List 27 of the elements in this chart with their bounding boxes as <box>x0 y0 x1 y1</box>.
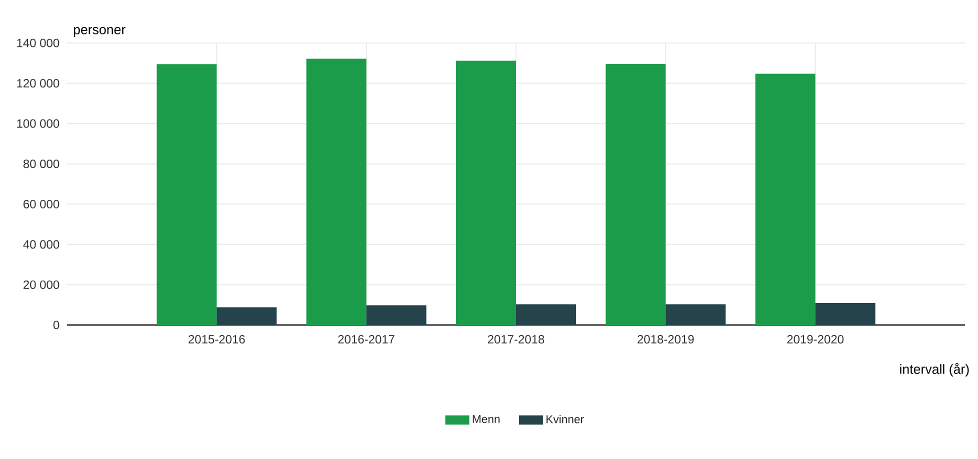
bar <box>516 304 576 325</box>
y-tick-label: 60 000 <box>24 200 60 208</box>
x-tick-label: 2019-2020 <box>787 335 844 344</box>
bar <box>216 307 277 325</box>
legend-label: Kvinner <box>546 414 584 424</box>
legend-label: Menn <box>472 415 500 424</box>
bar <box>366 305 426 325</box>
y-tick-label: 100 000 <box>17 119 60 128</box>
x-tick-label: 2017-2018 <box>488 335 544 344</box>
x-tick-label: 2018-2019 <box>638 335 694 344</box>
y-tick-label: 40 000 <box>23 240 60 249</box>
x-axis-title: intervall (år) <box>900 363 969 377</box>
bar <box>666 304 726 325</box>
bar <box>606 64 666 325</box>
bar <box>306 58 366 325</box>
x-tick-label: 2016-2017 <box>338 335 394 344</box>
x-tick-label: 2015-2016 <box>188 335 245 344</box>
bar <box>755 74 816 325</box>
y-tick-label: 140 000 <box>17 38 60 48</box>
y-tick-label: 80 000 <box>23 160 60 168</box>
bar <box>156 64 217 325</box>
y-tick-label: 120 000 <box>17 79 60 88</box>
y-tick-label: 20 000 <box>24 280 60 289</box>
bar <box>456 60 516 325</box>
bar <box>815 303 876 325</box>
y-axis-title: personer <box>74 27 126 37</box>
y-tick-label: 0 <box>53 320 60 330</box>
